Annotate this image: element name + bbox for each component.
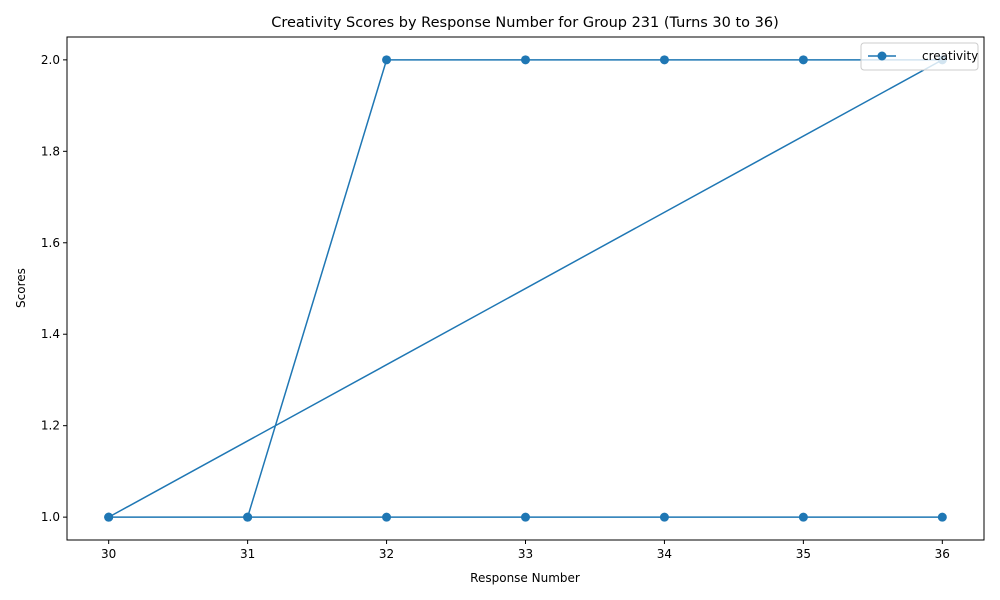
data-point — [104, 512, 114, 522]
x-tick-label: 35 — [796, 547, 811, 561]
chart-title: Creativity Scores by Response Number for… — [271, 15, 779, 31]
x-tick-label: 33 — [518, 547, 533, 561]
x-tick-label: 31 — [240, 547, 255, 561]
data-point — [243, 512, 253, 522]
x-axis: 30 31 32 33 34 35 36 — [101, 540, 950, 561]
series-layer — [104, 55, 947, 522]
data-point — [382, 512, 392, 522]
data-point — [382, 55, 392, 65]
y-tick-label: 1.2 — [41, 419, 60, 433]
x-tick-label: 36 — [935, 547, 950, 561]
data-point — [659, 512, 669, 522]
y-tick-label: 1.6 — [41, 236, 60, 250]
y-axis-label: Scores — [14, 268, 28, 308]
data-point — [798, 512, 808, 522]
x-tick-label: 32 — [379, 547, 394, 561]
legend-marker — [877, 51, 887, 61]
y-tick-label: 2.0 — [41, 53, 60, 67]
data-point — [521, 55, 530, 65]
y-tick-label: 1.0 — [41, 510, 60, 524]
y-axis: 1.0 1.2 1.4 1.6 1.8 2.0 — [41, 53, 67, 524]
data-point — [659, 55, 669, 65]
legend-box — [860, 42, 979, 71]
x-axis-label: Response Number — [470, 571, 580, 585]
x-tick-label: 34 — [657, 547, 672, 561]
legend: creativity — [860, 42, 979, 71]
y-tick-label: 1.4 — [41, 327, 60, 341]
x-tick-label: 30 — [101, 547, 116, 561]
data-point — [937, 512, 947, 522]
data-point — [798, 55, 808, 65]
data-point — [521, 512, 530, 522]
y-tick-label: 1.8 — [41, 144, 60, 158]
legend-label: creativity — [922, 49, 978, 63]
series-line — [108, 59, 943, 518]
